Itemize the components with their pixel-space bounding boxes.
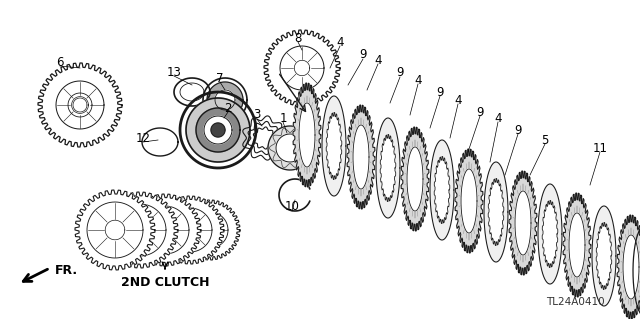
Polygon shape — [455, 149, 483, 253]
Polygon shape — [461, 169, 477, 233]
Polygon shape — [592, 206, 616, 306]
Polygon shape — [192, 212, 228, 248]
Polygon shape — [569, 213, 585, 277]
Polygon shape — [401, 127, 429, 231]
Text: 12: 12 — [136, 131, 150, 145]
Text: 4: 4 — [374, 54, 381, 66]
Text: 1: 1 — [279, 112, 287, 124]
Polygon shape — [322, 96, 346, 196]
Polygon shape — [623, 235, 639, 299]
Text: 9: 9 — [476, 106, 484, 118]
Polygon shape — [538, 184, 562, 284]
Text: 2: 2 — [224, 101, 232, 115]
Polygon shape — [75, 190, 155, 270]
Polygon shape — [376, 118, 400, 218]
Text: 9: 9 — [436, 85, 444, 99]
Text: 3: 3 — [253, 108, 260, 122]
Polygon shape — [617, 215, 640, 319]
Polygon shape — [353, 125, 369, 189]
Polygon shape — [102, 192, 178, 268]
Text: 9: 9 — [515, 123, 522, 137]
Polygon shape — [280, 46, 324, 90]
Polygon shape — [407, 147, 423, 211]
Polygon shape — [326, 112, 342, 180]
Polygon shape — [434, 156, 450, 224]
Text: TL24A0410: TL24A0410 — [546, 297, 604, 307]
Text: 10: 10 — [285, 201, 300, 213]
Polygon shape — [204, 116, 232, 144]
Polygon shape — [207, 82, 243, 118]
Text: 4: 4 — [336, 35, 344, 48]
Text: 6: 6 — [56, 56, 64, 69]
Text: 4: 4 — [494, 112, 502, 124]
Polygon shape — [299, 103, 315, 167]
Polygon shape — [180, 200, 240, 260]
Polygon shape — [268, 126, 312, 170]
Polygon shape — [215, 90, 235, 110]
Polygon shape — [542, 200, 558, 268]
Text: 5: 5 — [541, 133, 548, 146]
Polygon shape — [56, 81, 104, 129]
Polygon shape — [114, 204, 166, 256]
Polygon shape — [141, 206, 189, 254]
Polygon shape — [129, 194, 201, 266]
Polygon shape — [186, 98, 250, 162]
Polygon shape — [264, 30, 340, 106]
Text: 7: 7 — [216, 71, 224, 85]
Polygon shape — [87, 202, 143, 258]
Polygon shape — [293, 83, 321, 187]
Text: 13: 13 — [166, 65, 181, 78]
Text: 8: 8 — [294, 32, 301, 44]
Text: 9: 9 — [396, 66, 404, 79]
Polygon shape — [380, 134, 396, 202]
Polygon shape — [509, 171, 537, 275]
Text: FR.: FR. — [55, 263, 78, 277]
Polygon shape — [563, 193, 591, 297]
Text: 11: 11 — [593, 142, 607, 154]
Polygon shape — [211, 123, 225, 137]
Polygon shape — [596, 222, 612, 290]
Polygon shape — [276, 134, 304, 162]
Text: 2ND CLUTCH: 2ND CLUTCH — [121, 277, 209, 290]
Polygon shape — [515, 191, 531, 255]
Polygon shape — [38, 63, 122, 147]
Polygon shape — [484, 162, 508, 262]
Polygon shape — [430, 140, 454, 240]
Polygon shape — [196, 108, 240, 152]
Polygon shape — [347, 105, 375, 209]
Polygon shape — [156, 196, 224, 264]
Text: 4: 4 — [414, 73, 422, 86]
Text: 4: 4 — [454, 93, 461, 107]
Text: 9: 9 — [359, 48, 367, 62]
Polygon shape — [168, 208, 212, 252]
Polygon shape — [488, 178, 504, 246]
